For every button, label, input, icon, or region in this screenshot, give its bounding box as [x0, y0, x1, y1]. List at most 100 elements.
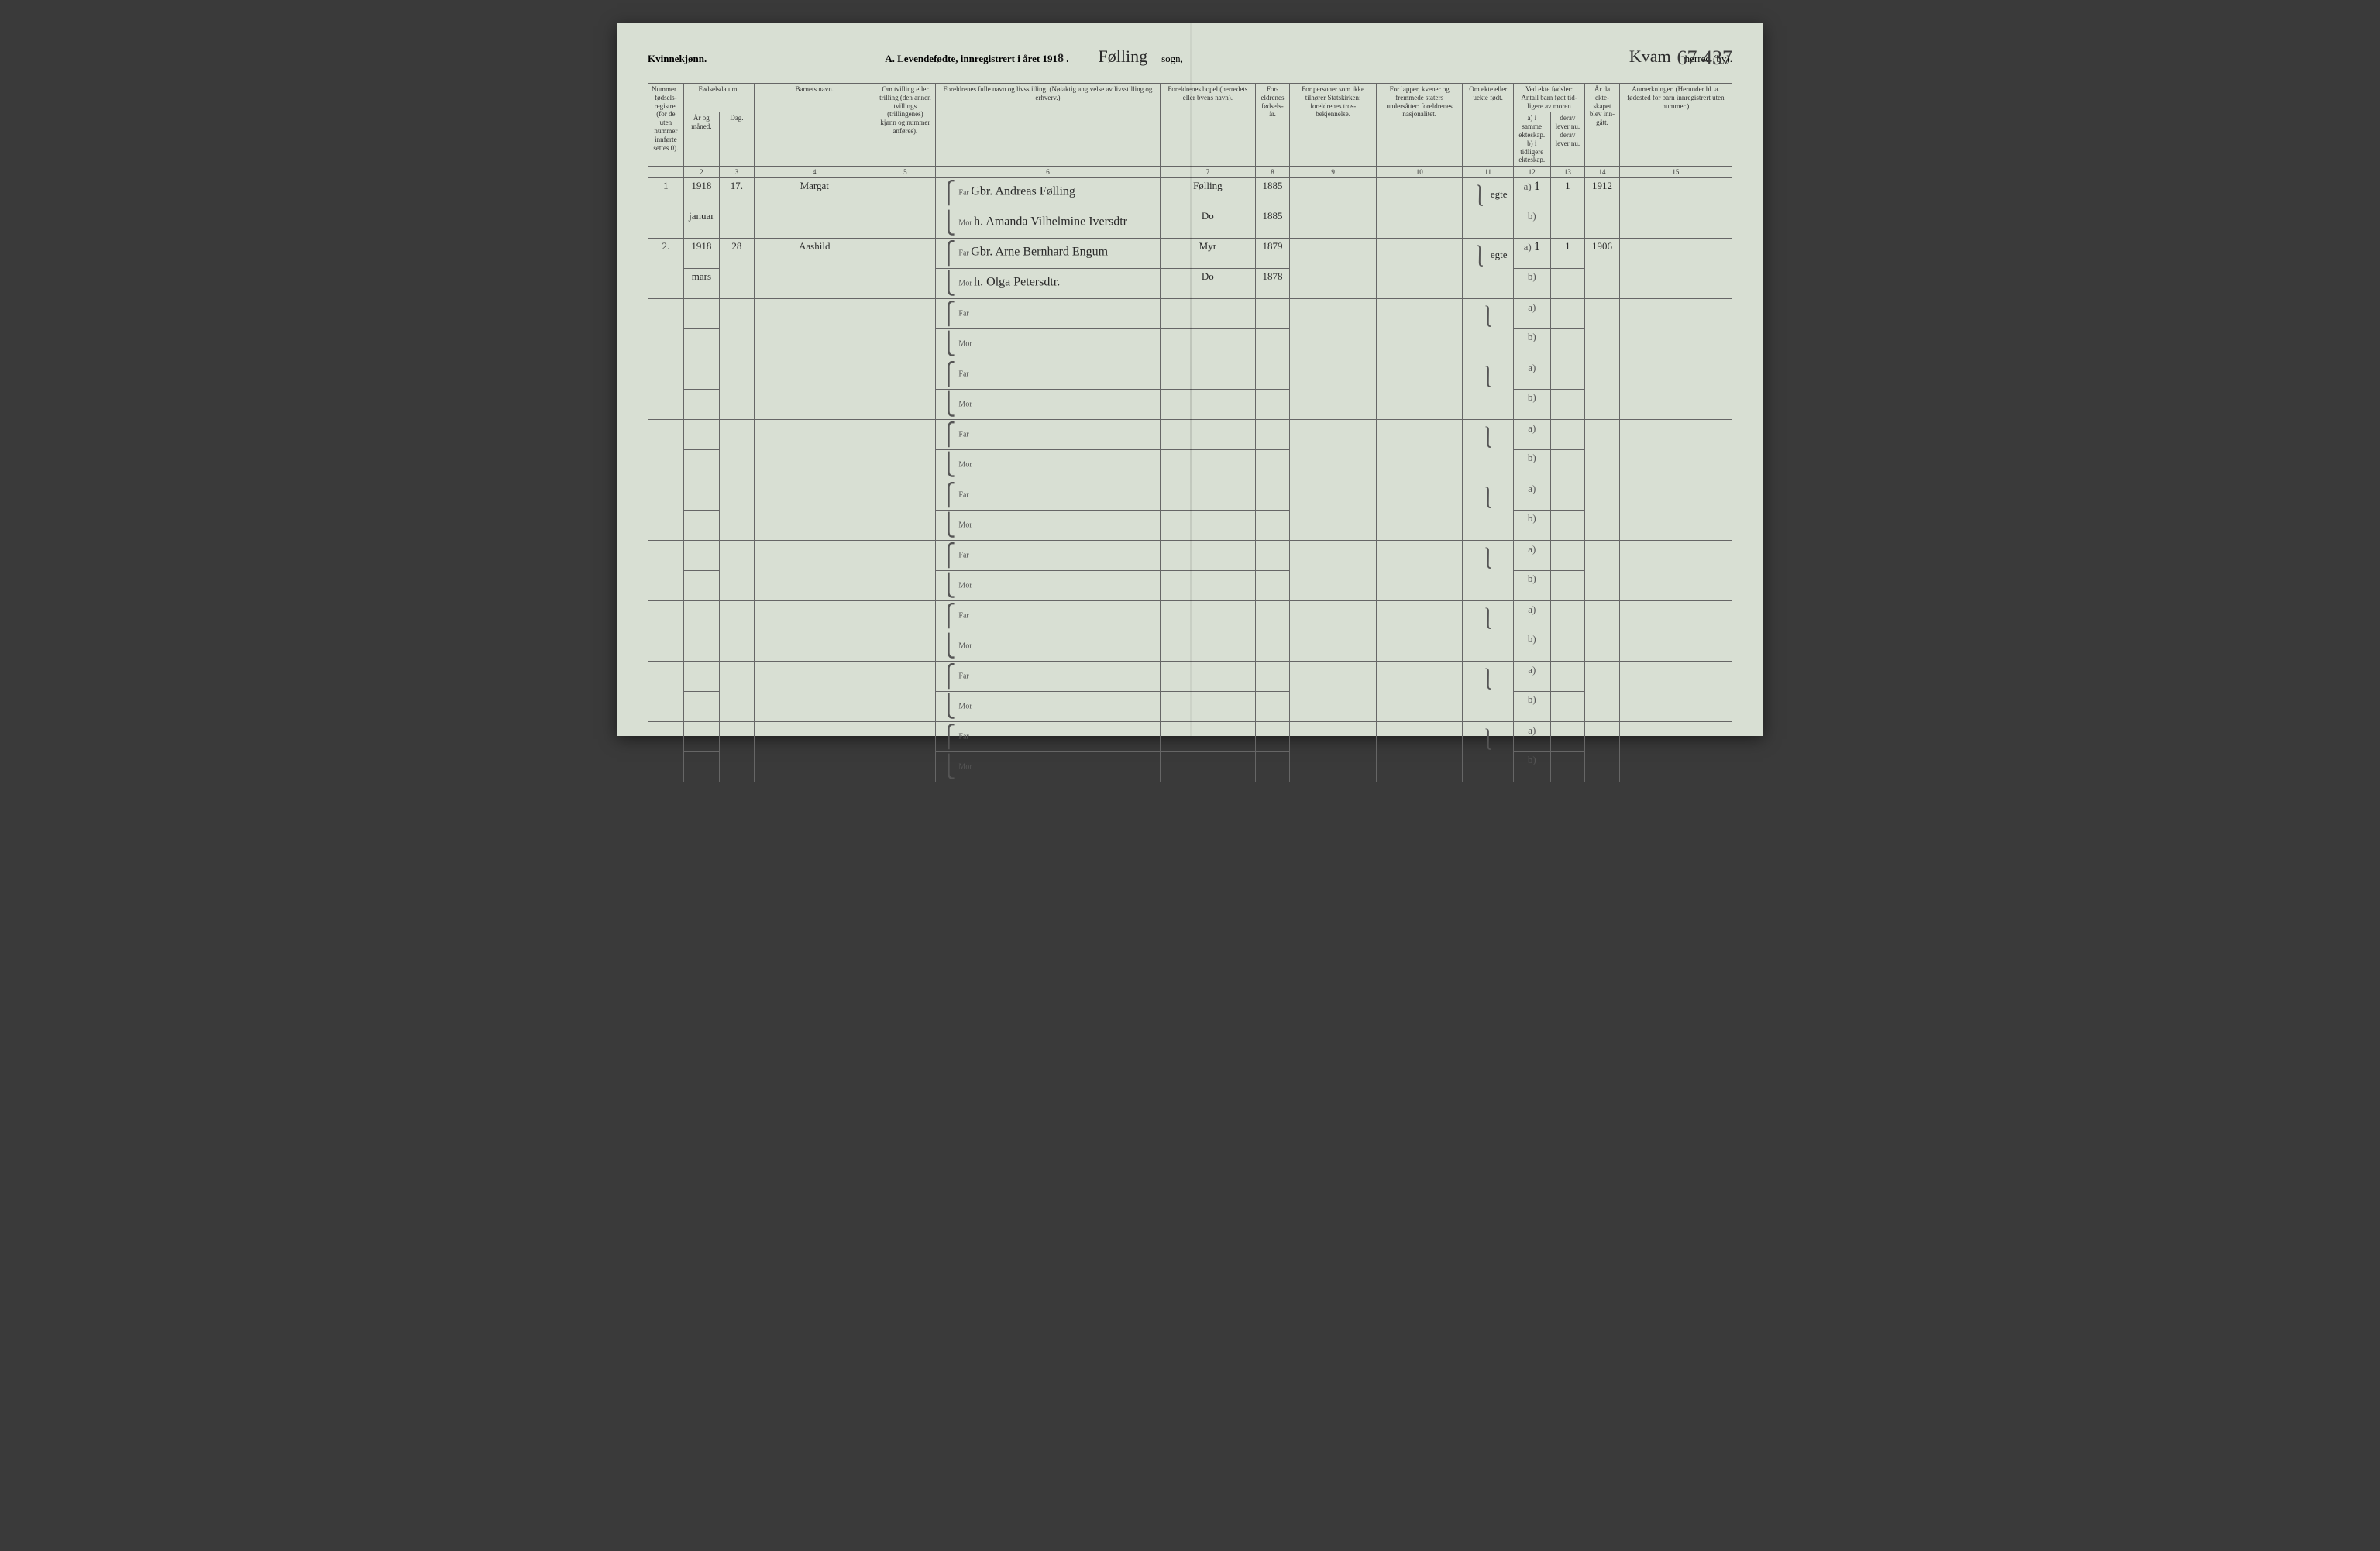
entry-twin [875, 601, 935, 662]
entry-day [720, 541, 755, 601]
colnum: 9 [1290, 167, 1377, 178]
mor-label: Mor [958, 400, 972, 408]
far-place [1161, 601, 1256, 631]
mor-place [1161, 752, 1256, 782]
far-cell: ⎧ Far [935, 722, 1160, 752]
mor-cell: ⎩ Mor [935, 631, 1160, 662]
entry-month [683, 450, 719, 480]
entry-year [683, 722, 719, 752]
entry-day [720, 480, 755, 541]
mor-cell: ⎩ Mor [935, 450, 1160, 480]
entry-ekte: ⎱ [1463, 662, 1513, 722]
entry-ekte: ⎱egte [1463, 178, 1513, 239]
entry-twin [875, 662, 935, 722]
entry-day [720, 662, 755, 722]
entry-nationality [1376, 722, 1463, 782]
col-13a: derav lever nu. [1554, 114, 1582, 131]
entry-marriage-year: 1906 [1585, 239, 1620, 299]
mor-cell: ⎩ Mor [935, 390, 1160, 420]
entry-year [683, 541, 719, 571]
entry-12a: a) [1513, 480, 1550, 511]
mor-birthyear [1255, 752, 1290, 782]
entry-row-far: 1191817.Margat⎧ Far Gbr. Andreas Følling… [648, 178, 1732, 208]
col-15-header: Anmerkninger. (Herunder bl. a. fødested … [1619, 84, 1732, 167]
mor-place [1161, 450, 1256, 480]
far-place [1161, 299, 1256, 329]
far-cell: ⎧ Far [935, 541, 1160, 571]
far-cell: ⎧ Far [935, 601, 1160, 631]
entry-twin [875, 480, 935, 541]
entry-12b: b) [1513, 329, 1550, 359]
entry-13a [1550, 420, 1585, 450]
mor-label: Mor [958, 641, 972, 650]
entry-row-far: 2.191828Aashild⎧ Far Gbr. Arne Bernhard … [648, 239, 1732, 269]
mor-birthyear [1255, 329, 1290, 359]
entry-marriage-year [1585, 662, 1620, 722]
herred-value: Kvam [1623, 46, 1677, 67]
col-3-header: Dag. [720, 112, 755, 167]
far-label: Far [958, 188, 968, 197]
entry-twin [875, 239, 935, 299]
entry-12a: a) 1 [1513, 239, 1550, 269]
col-8-header: For-eldrenes fødsels-år. [1255, 84, 1290, 167]
entry-ekte: ⎱ [1463, 722, 1513, 782]
col-1-header: Nummer i fødsels-registret (for de uten … [648, 84, 684, 167]
far-place [1161, 359, 1256, 390]
entry-remarks [1619, 239, 1732, 299]
far-place [1161, 480, 1256, 511]
entry-13b [1550, 571, 1585, 601]
colnum: 15 [1619, 167, 1732, 178]
col-11-header: Om ekte eller uekte født. [1463, 84, 1513, 167]
entry-year: 1918 [683, 239, 719, 269]
mor-place [1161, 390, 1256, 420]
far-label: Far [958, 430, 968, 438]
entry-number [648, 359, 684, 420]
entry-12b: b) [1513, 692, 1550, 722]
mor-birthyear [1255, 511, 1290, 541]
colnum: 3 [720, 167, 755, 178]
mor-label: Mor [958, 702, 972, 710]
entry-faith [1290, 299, 1377, 359]
entry-number: 1 [648, 178, 684, 239]
entry-row-far: ⎧ Far ⎱a) [648, 299, 1732, 329]
entry-faith [1290, 239, 1377, 299]
entry-month [683, 390, 719, 420]
far-label: Far [958, 309, 968, 318]
far-birthyear [1255, 601, 1290, 631]
mor-label: Mor [958, 218, 972, 227]
entry-child-name: Margat [754, 178, 875, 239]
mor-birthyear [1255, 692, 1290, 722]
table-header: Nummer i fødsels-registret (for de uten … [648, 84, 1732, 178]
entry-month [683, 329, 719, 359]
far-label: Far [958, 370, 968, 378]
entry-13a [1550, 601, 1585, 631]
entry-faith [1290, 541, 1377, 601]
entry-remarks [1619, 662, 1732, 722]
entry-child-name [754, 480, 875, 541]
col-14-header: År da ekte-skapet blev inn-gått. [1585, 84, 1620, 167]
colnum: 1 [648, 167, 684, 178]
entry-remarks [1619, 299, 1732, 359]
entry-row-far: ⎧ Far ⎱a) [648, 541, 1732, 571]
entry-marriage-year [1585, 541, 1620, 601]
entry-13a: 1 [1550, 239, 1585, 269]
entry-marriage-year [1585, 722, 1620, 782]
entry-number: 2. [648, 239, 684, 299]
far-label: Far [958, 672, 968, 680]
year-handwritten: 8 [1058, 52, 1064, 65]
far-name: Gbr. Andreas Følling [971, 184, 1075, 198]
entry-12a: a) [1513, 601, 1550, 631]
entry-13b [1550, 511, 1585, 541]
entry-twin [875, 420, 935, 480]
table-body: 1191817.Margat⎧ Far Gbr. Andreas Følling… [648, 178, 1732, 782]
entry-year: 1918 [683, 178, 719, 208]
entry-12a: a) [1513, 722, 1550, 752]
entry-remarks [1619, 722, 1732, 782]
entry-marriage-year [1585, 299, 1620, 359]
mor-name: h. Olga Petersdtr. [974, 275, 1060, 288]
far-name: Gbr. Arne Bernhard Engum [971, 245, 1108, 258]
entry-year [683, 359, 719, 390]
entry-faith [1290, 662, 1377, 722]
entry-year [683, 420, 719, 450]
entry-child-name [754, 420, 875, 480]
